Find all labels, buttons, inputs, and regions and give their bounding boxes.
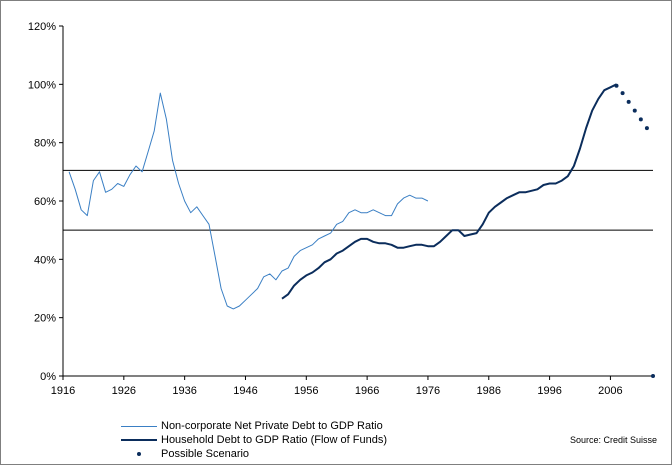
x-tick-label: 1956	[294, 385, 318, 397]
scenario-point	[620, 91, 625, 96]
x-tick-label: 1926	[112, 385, 136, 397]
legend-swatch-thick-line	[121, 439, 157, 441]
legend-label-non-corporate: Non-corporate Net Private Debt to GDP Ra…	[161, 420, 383, 432]
legend-swatch-dots	[121, 447, 157, 461]
scenario-point	[626, 99, 631, 104]
scenario-point	[632, 108, 637, 113]
x-tick-label: 1976	[416, 385, 440, 397]
y-tick-label: 100%	[28, 79, 56, 91]
legend-item-scenario: Possible Scenario	[121, 447, 249, 461]
scenario-point	[644, 126, 649, 131]
x-tick-label: 1996	[537, 385, 561, 397]
x-tick-label: 2006	[598, 385, 622, 397]
legend-item-non-corporate: Non-corporate Net Private Debt to GDP Ra…	[121, 419, 383, 433]
scenario-point	[638, 117, 643, 122]
legend-label-scenario: Possible Scenario	[161, 448, 250, 460]
source-note: Source: Credit Suisse	[569, 435, 657, 445]
y-tick-label: 60%	[34, 196, 56, 208]
y-tick-label: 120%	[28, 21, 56, 33]
scenario-end-point	[651, 374, 655, 378]
x-tick-label: 1916	[51, 385, 75, 397]
x-tick-label: 1936	[172, 385, 196, 397]
chart-plot: 0% 20% 40% 60% 80% 100% 120% 1916 1926 1936 1946 19…	[28, 21, 655, 397]
y-tick-label: 20%	[34, 313, 56, 325]
legend-swatch-thin-line	[121, 425, 157, 427]
x-tick-label: 1986	[477, 385, 501, 397]
y-tick-label: 0%	[40, 371, 56, 383]
legend-item-household: Household Debt to GDP Ratio (Flow of Fun…	[121, 433, 387, 447]
y-tick-label: 80%	[34, 138, 56, 150]
legend-label-household: Household Debt to GDP Ratio (Flow of Fun…	[161, 434, 388, 446]
y-tick-label: 40%	[34, 254, 56, 266]
x-tick-label: 1966	[355, 385, 379, 397]
series-line-household	[281, 83, 617, 300]
x-tick-label: 1946	[233, 385, 257, 397]
scenario-point	[614, 83, 619, 88]
series-line-non-corporate	[68, 92, 429, 310]
